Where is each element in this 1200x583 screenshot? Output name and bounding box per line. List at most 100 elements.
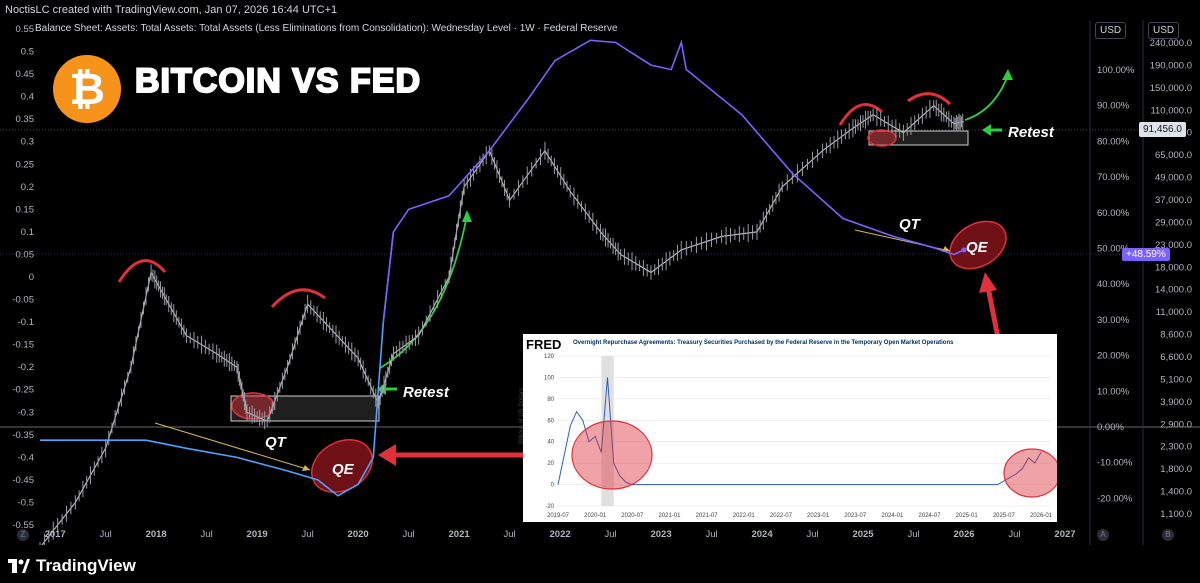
pct-axis-tick-label: 10.00%	[1097, 386, 1130, 397]
fred-x-tick: 2021-01	[658, 513, 681, 519]
pct-axis-tick-label: 30.00%	[1097, 315, 1130, 326]
pct-change-badge: +48.59%	[1122, 248, 1170, 261]
price-axis-tick-label: 2,900.0	[1160, 419, 1192, 430]
left-axis-tick-label: 0.55	[16, 24, 35, 35]
annotation-shapes	[117, 69, 1013, 493]
top-arc-2018	[117, 259, 167, 283]
x-axis-tick-label: 2019	[247, 529, 268, 540]
fed-last-point	[961, 247, 967, 253]
fred-recession-shade	[601, 356, 614, 506]
fred-x-tick: 2022-01	[733, 513, 756, 519]
x-axis-tick-label: Jul	[1008, 529, 1020, 540]
chart-overlay-title: BITCOIN VS FED	[134, 61, 422, 101]
left-axis-tick-label: 0.4	[21, 92, 34, 103]
qe-label-right: QE	[966, 239, 989, 256]
left-axis-tick-label: 0.05	[16, 249, 35, 260]
fred-logo: FRED	[526, 337, 562, 352]
pct-axis-tick-label: -20.00%	[1097, 493, 1133, 504]
price-axis-tick-label: 190,000.0	[1150, 60, 1192, 71]
pct-axis-tick-label: 20.00%	[1097, 351, 1130, 362]
left-axis-tick-label: 0.45	[16, 69, 35, 80]
price-axis-tick-label: 1,400.0	[1160, 487, 1192, 498]
qt-label-right: QT	[899, 216, 922, 233]
left-axis-tick-label: 0.2	[21, 182, 34, 193]
red-arrowhead-left	[378, 444, 396, 466]
tradingview-brand: TradingView	[36, 556, 136, 575]
tradingview-logo-icon	[8, 559, 30, 573]
x-axis-tick-label: 2025	[852, 529, 874, 540]
x-axis-tick-label: Jul	[806, 529, 818, 540]
left-axis-tick-label: -0.2	[18, 362, 34, 373]
fred-series-line	[557, 377, 1042, 486]
qe-label-left: QE	[332, 461, 355, 478]
fred-y-tick: -20	[545, 504, 554, 510]
highlight-ellipse-2019	[231, 392, 275, 420]
pct-axis-tick-label: 60.00%	[1097, 208, 1130, 219]
left-axis-tick-label: 0.15	[16, 204, 35, 215]
x-axis-tick-label: 2026	[953, 529, 974, 540]
x-axis-tick-label: 2023	[650, 529, 671, 540]
fred-x-tick: 2019-07	[547, 513, 570, 519]
pct-axis-tick-label: 40.00%	[1097, 279, 1130, 290]
qt-label-left: QT	[265, 434, 288, 451]
x-axis-tick-label: Jul	[403, 529, 415, 540]
retest-label-right: Retest	[1008, 124, 1055, 141]
left-axis-tick-label: 0.1	[21, 227, 34, 238]
x-axis-tick-label: 2018	[146, 529, 167, 540]
price-axis-tick-label: 6,600.0	[1160, 352, 1192, 363]
fred-x-tick: 2024-01	[881, 513, 904, 519]
creator-line: NoctisLC created with TradingView.com, J…	[5, 4, 338, 16]
corner-button-z[interactable]: Z	[17, 529, 29, 541]
x-axis-tick-label: Jul	[302, 529, 314, 540]
x-axis-ticks: 2017 Jul 2018 Jul 2019 Jul 2020 Jul 2021 Jul 2022 J…	[45, 529, 1076, 540]
green-arrowhead-2026	[1002, 69, 1013, 80]
currency-selector-left[interactable]: USD	[1095, 22, 1127, 39]
pct-axis-tick-label: -10.00%	[1097, 458, 1133, 469]
qt-arrowhead-left	[302, 465, 310, 471]
x-axis-tick-label: 2017	[45, 529, 66, 540]
left-axis-tick-label: 0.3	[21, 137, 34, 148]
fred-chart-svg: 120 100 80 60 40 20 0 -20 2019-07 2020-01 2020-07 2…	[544, 354, 1057, 519]
x-axis-tick-label: Jul	[504, 529, 516, 540]
left-axis-tick-label: -0.25	[12, 385, 34, 396]
fred-y-tick: 100	[544, 375, 555, 381]
price-axis-tick-label: 2,300.0	[1160, 442, 1192, 453]
x-axis-tick-label: Jul	[907, 529, 919, 540]
qt-arrow-left	[154, 422, 311, 471]
retest-arrowhead-right	[982, 124, 991, 136]
corner-button-a[interactable]: A	[1097, 529, 1109, 541]
top-arc-2019	[270, 288, 326, 309]
fed-line-qe	[382, 39, 965, 323]
currency-selector-right[interactable]: USD	[1148, 22, 1180, 39]
fred-x-tick: 2020-01	[584, 513, 607, 519]
fred-x-tick: 2023-01	[807, 513, 830, 519]
highlight-ellipse-2025	[867, 129, 897, 147]
fed-balance-series	[40, 39, 967, 497]
footer-bar	[0, 545, 1200, 583]
left-axis-tick-label: -0.05	[12, 295, 34, 306]
fred-x-tick: 2025-01	[956, 513, 979, 519]
top-arc-2025a	[838, 102, 884, 126]
pct-axis-tick-label: 50.00%	[1097, 244, 1130, 255]
x-axis-tick-label: Jul	[100, 529, 112, 540]
pct-axis-tick-label: 70.00%	[1097, 172, 1130, 183]
fred-x-tick: 2024-07	[919, 513, 942, 519]
price-axis-tick-label: 5,100.0	[1160, 374, 1192, 385]
left-axis-ticks: 0.55 0.5 0.45 0.4 0.35 0.3 0.25 0.2 0.15 0.1 0.05 0…	[12, 24, 34, 531]
corner-button-b[interactable]: B	[1162, 529, 1174, 541]
green-arrow-2026	[964, 74, 1009, 121]
price-axis-tick-label: 8,600.0	[1160, 330, 1192, 341]
fred-x-tick: 2021-07	[696, 513, 719, 519]
price-axis-tick-label: 11,000.0	[1156, 307, 1192, 318]
left-axis-tick-label: 0	[29, 272, 34, 283]
fred-title: Overnight Repurchase Agreements: Treasur…	[573, 340, 954, 346]
last-price-badge: 91,456.0	[1139, 122, 1186, 137]
fred-y-tick: 80	[547, 397, 554, 403]
left-axis-tick-label: -0.1	[18, 317, 34, 328]
fred-x-tick: 2023-07	[844, 513, 867, 519]
x-axis-tick-label: Jul	[604, 529, 616, 540]
price-axis-tick-label: 3,900.0	[1160, 397, 1192, 408]
fred-y-tick: 40	[547, 440, 554, 446]
bitcoin-logo-icon: ₿	[53, 55, 121, 123]
